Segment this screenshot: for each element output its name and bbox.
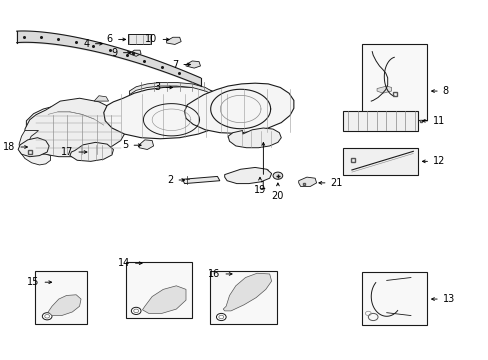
Polygon shape — [70, 142, 113, 161]
Bar — [361, 272, 426, 325]
Bar — [210, 271, 276, 324]
Text: 17: 17 — [61, 147, 73, 157]
Text: 11: 11 — [432, 116, 445, 126]
Polygon shape — [139, 140, 153, 149]
Circle shape — [216, 314, 225, 320]
Text: 9: 9 — [111, 48, 118, 58]
Bar — [125, 262, 192, 318]
Polygon shape — [129, 82, 213, 95]
Circle shape — [42, 313, 52, 320]
Text: 3: 3 — [154, 82, 160, 93]
Bar — [343, 148, 417, 175]
Polygon shape — [18, 138, 49, 157]
Polygon shape — [298, 177, 316, 186]
Text: 8: 8 — [442, 86, 448, 96]
Polygon shape — [26, 107, 103, 149]
Bar — [361, 44, 426, 120]
Text: 6: 6 — [106, 35, 113, 44]
Polygon shape — [182, 176, 220, 184]
Text: 15: 15 — [27, 277, 40, 287]
Circle shape — [272, 172, 282, 179]
Text: 13: 13 — [442, 294, 454, 304]
Text: 21: 21 — [330, 178, 342, 188]
Polygon shape — [129, 50, 141, 56]
Polygon shape — [94, 96, 108, 101]
Polygon shape — [142, 286, 185, 314]
Polygon shape — [166, 37, 181, 44]
Bar — [35, 271, 87, 324]
Polygon shape — [223, 273, 271, 311]
Polygon shape — [185, 61, 200, 68]
Polygon shape — [25, 98, 126, 157]
Polygon shape — [376, 86, 391, 93]
Text: 12: 12 — [432, 156, 445, 166]
Text: 5: 5 — [122, 140, 128, 150]
Text: 10: 10 — [145, 35, 157, 44]
Bar — [128, 35, 151, 44]
Polygon shape — [184, 83, 293, 134]
Circle shape — [131, 307, 141, 315]
Polygon shape — [227, 128, 281, 148]
Text: 19: 19 — [253, 185, 265, 195]
Polygon shape — [224, 167, 271, 184]
Text: 14: 14 — [118, 258, 130, 268]
Bar — [343, 111, 417, 131]
Polygon shape — [251, 169, 269, 177]
Text: 1: 1 — [260, 181, 266, 191]
Text: 2: 2 — [167, 175, 173, 185]
Text: 16: 16 — [208, 269, 220, 279]
Text: 7: 7 — [172, 59, 178, 69]
Text: 4: 4 — [83, 39, 90, 49]
Text: 18: 18 — [3, 142, 15, 152]
Text: 20: 20 — [271, 192, 284, 202]
Polygon shape — [103, 87, 230, 139]
Polygon shape — [48, 295, 81, 316]
Polygon shape — [19, 131, 50, 165]
